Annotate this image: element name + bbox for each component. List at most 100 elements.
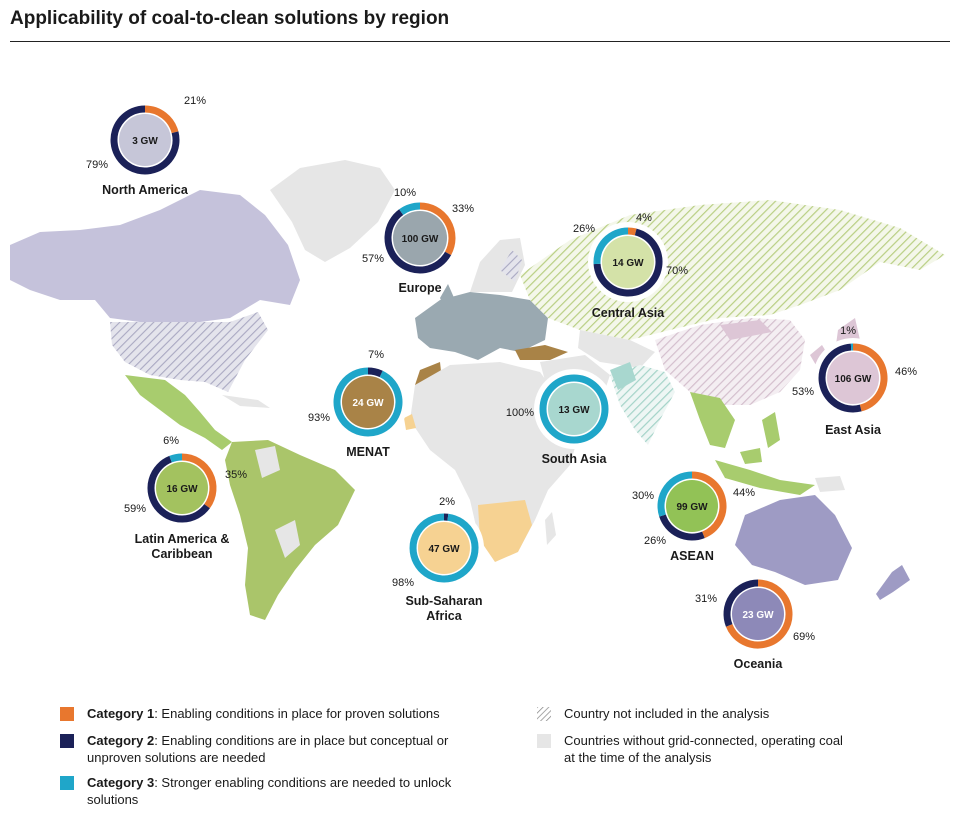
donut-segment-category-1 xyxy=(144,105,179,134)
donut-east-asia: 106 GW East Asia 46% 53% 1% xyxy=(792,325,917,437)
donut-center xyxy=(732,588,784,640)
southern-africa-shape xyxy=(478,500,532,562)
world-map: 3 GW North America 21% 79% 100 GW Europe 33% 57… xyxy=(10,95,945,671)
percent-label-category-2: 79% xyxy=(86,159,108,171)
caribbean-shape xyxy=(222,395,270,408)
donut-capacity-label: 47 GW xyxy=(428,544,460,555)
percent-label-category-3: 26% xyxy=(573,223,595,235)
greenland-shape xyxy=(270,160,395,262)
new-zealand-shape xyxy=(876,565,910,600)
percent-label-category-1: 46% xyxy=(895,366,917,378)
donut-segment-category-1 xyxy=(691,471,727,539)
west-africa-accent xyxy=(404,414,416,430)
region-name-label: MENAT xyxy=(346,445,390,459)
donut-asean: 99 GW ASEAN 44% 26% 30% xyxy=(632,466,755,563)
legend-hatch-swatch xyxy=(537,707,551,721)
percent-label-category-3: 30% xyxy=(632,490,654,502)
donut-center xyxy=(418,522,470,574)
donut-center xyxy=(666,480,718,532)
donut-center xyxy=(119,114,171,166)
page-title: Applicability of coal-to-clean solutions… xyxy=(10,8,450,29)
percent-label-category-2: 7% xyxy=(368,349,384,361)
region-name-label: East Asia xyxy=(825,423,882,437)
donut-capacity-label: 24 GW xyxy=(352,398,384,409)
asean-islands-shape xyxy=(715,412,815,495)
donut-segment-category-3 xyxy=(169,453,183,463)
donut-segment-category-1 xyxy=(627,227,637,236)
legend-no-coal-text: Countries without grid-connected, operat… xyxy=(564,733,843,765)
donut-latin-america-and-caribbean: 16 GW Latin America &Caribbean 35% 59% 6% xyxy=(124,435,247,561)
region-name-label: Central Asia xyxy=(592,306,666,320)
asean-mainland-shape xyxy=(690,392,735,448)
donut-segment-category-2 xyxy=(384,209,452,274)
donut-capacity-label: 23 GW xyxy=(742,610,774,621)
legend-swatch-category-3 xyxy=(60,776,74,790)
legend-category-3-desc: : Stronger enabling conditions are neede… xyxy=(87,775,452,807)
central-asia-solid xyxy=(578,330,655,368)
legend-category-2-desc: : Enabling conditions are in place but c… xyxy=(87,733,449,765)
donut-menat: 24 GW MENAT 7% 93% xyxy=(308,349,408,459)
donut-center xyxy=(156,462,208,514)
percent-label-category-1: 69% xyxy=(793,631,815,643)
donut-center xyxy=(548,383,600,435)
mongolia-shape xyxy=(720,320,772,340)
donut-capacity-label: 14 GW xyxy=(612,258,644,269)
donut-center xyxy=(602,236,654,288)
percent-label-category-2: 26% xyxy=(644,535,666,547)
region-name-label: Latin America & xyxy=(135,532,230,546)
percent-label-category-1: 4% xyxy=(636,212,652,224)
percent-label-category-1: 35% xyxy=(225,469,247,481)
donut-center xyxy=(342,376,394,428)
donut-segment-category-3 xyxy=(657,471,693,517)
donut-segment-category-1 xyxy=(419,202,456,256)
russia-shape xyxy=(520,200,945,340)
region-name-label: Africa xyxy=(426,609,462,623)
donut-segment-category-2 xyxy=(818,343,862,413)
donut-capacity-label: 99 GW xyxy=(676,502,708,513)
donut-layer: 3 GW North America 21% 79% 100 GW Europe 33% 57… xyxy=(86,95,917,671)
donut-oceania: 23 GW Oceania 69% 31% xyxy=(695,574,815,671)
percent-label-category-2: 53% xyxy=(792,386,814,398)
south-america-grey xyxy=(255,446,300,558)
donut-segment-category-1 xyxy=(181,453,217,509)
donut-south-asia: 13 GW South Asia 100% xyxy=(506,369,614,466)
donut-segment-category-3 xyxy=(409,513,479,583)
legend-category-1-name: Category 1 xyxy=(87,706,155,721)
percent-label-category-3: 100% xyxy=(506,407,534,419)
china-shape xyxy=(655,318,805,405)
region-name-label: Caribbean xyxy=(151,547,212,561)
donut-segment-category-2 xyxy=(367,367,383,378)
legend-not-included-text: Country not included in the analysis xyxy=(564,706,770,721)
donut-capacity-label: 16 GW xyxy=(166,484,198,495)
donut-central-asia: 14 GW Central Asia 4% 70% 26% xyxy=(573,212,688,320)
percent-label-category-2: 59% xyxy=(124,503,146,515)
region-name-label: South Asia xyxy=(542,452,608,466)
percent-label-category-3: 6% xyxy=(163,435,179,447)
donut-segment-category-2 xyxy=(593,228,663,297)
donut-capacity-label: 3 GW xyxy=(132,136,158,147)
png-shape xyxy=(815,476,845,492)
donut-center xyxy=(827,352,879,404)
legend: Category 1: Enabling conditions in place… xyxy=(60,705,930,815)
percent-label-category-3: 1% xyxy=(840,325,856,337)
percent-label-category-3: 98% xyxy=(392,577,414,589)
legend-swatch-category-2 xyxy=(60,734,74,748)
usa-shape xyxy=(110,312,268,392)
donut-segment-category-1 xyxy=(725,579,793,649)
region-name-label: Sub-Saharan xyxy=(405,594,482,608)
percent-label-category-2: 31% xyxy=(695,593,717,605)
region-name-label: Europe xyxy=(398,281,441,295)
percent-label-category-2: 57% xyxy=(362,253,384,265)
region-name-label: North America xyxy=(102,183,189,197)
percent-label-category-1: 33% xyxy=(452,203,474,215)
donut-capacity-label: 106 GW xyxy=(835,374,872,385)
australia-shape xyxy=(735,495,852,585)
donut-europe: 100 GW Europe 33% 57% 10% xyxy=(362,187,474,295)
legend-category-2-name: Category 2 xyxy=(87,733,155,748)
legend-swatch-category-1 xyxy=(60,707,74,721)
region-name-label: ASEAN xyxy=(670,549,714,563)
donut-segment-category-2 xyxy=(147,455,210,523)
madagascar-shape xyxy=(545,512,556,545)
pakistan-shape xyxy=(610,362,636,390)
